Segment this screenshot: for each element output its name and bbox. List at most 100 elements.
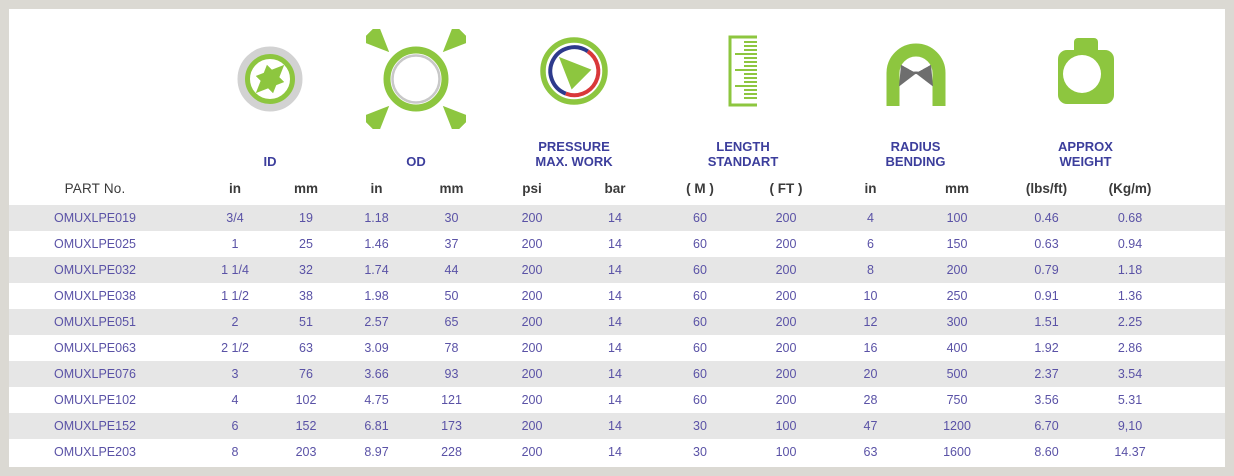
value-cell: 3.66 (364, 367, 389, 381)
value-cell: 14 (608, 289, 622, 303)
value-cell: 100 (775, 445, 797, 459)
value-cell: 4 (867, 211, 874, 225)
outer-diameter-icon (366, 9, 466, 154)
value-cell: 60 (693, 367, 707, 381)
table-row: OMUXLPE032 1 1/4 32 1.74 44 200 14 60 200 8 200 0.7… (9, 257, 1225, 283)
value-cell: 2 (231, 315, 239, 329)
value-cell: 14 (608, 263, 622, 277)
value-cell: 1.36 (1117, 289, 1143, 303)
value-cell: 200 (521, 367, 543, 381)
value-cell: 200 (521, 315, 543, 329)
part-no-cell: OMUXLPE019 (54, 211, 136, 225)
value-cell: 4 (231, 393, 239, 407)
value-cell: 8 (867, 263, 874, 277)
part-no-cell: OMUXLPE032 (54, 263, 136, 277)
value-cell: 200 (775, 237, 797, 251)
value-cell: 0.46 (1034, 211, 1059, 225)
value-cell: 6 (867, 237, 874, 251)
part-no-cell: OMUXLPE152 (54, 419, 136, 433)
value-cell: 0.94 (1117, 237, 1143, 251)
value-cell: 200 (521, 419, 543, 433)
units-header-row: in mm in mm psi bar ( M ) ( FT ) in mm (… (9, 171, 1225, 205)
value-cell: 78 (444, 341, 459, 355)
radius-group-label: RADIUS BENDING (885, 139, 946, 169)
pressure-gauge-icon (538, 9, 610, 139)
value-cell: 200 (521, 393, 543, 407)
value-cell: 9,10 (1117, 419, 1143, 433)
value-cell: 10 (863, 289, 878, 303)
value-cell: 300 (946, 315, 968, 329)
value-cell: 2 1/2 (221, 341, 249, 355)
value-cell: 3.09 (364, 341, 389, 355)
bend-radius-icon (883, 9, 949, 139)
value-cell: 14 (608, 211, 622, 225)
value-cell: 14 (608, 445, 622, 459)
value-cell: 37 (444, 237, 459, 251)
value-cell: 500 (946, 367, 968, 381)
value-cell: 1200 (943, 419, 971, 433)
value-cell: 2.37 (1034, 367, 1059, 381)
table-row: OMUXLPE152 6 152 6.81 173 200 14 30 100 47 1200 6.7… (9, 413, 1225, 439)
table-row: OMUXLPE102 4 102 4.75 121 200 14 60 200 28 750 3.56… (9, 387, 1225, 413)
value-cell: 100 (946, 211, 968, 225)
value-cell: 14 (608, 419, 622, 433)
value-cell: 3 (231, 367, 239, 381)
table-row: OMUXLPE063 2 1/2 63 3.09 78 200 14 60 200 16 400 1.… (9, 335, 1225, 361)
unit-header: (lbs/ft) (1025, 180, 1068, 196)
part-no-cell: OMUXLPE025 (54, 237, 136, 251)
part-no-cell: OMUXLPE203 (54, 445, 136, 459)
value-cell: 14 (608, 393, 622, 407)
value-cell: 60 (693, 237, 707, 251)
value-cell: 3.54 (1117, 367, 1143, 381)
value-cell: 1.46 (364, 237, 389, 251)
value-cell: 100 (775, 419, 797, 433)
value-cell: 0.63 (1034, 237, 1059, 251)
id-group-label: ID (263, 154, 277, 169)
value-cell: 200 (775, 263, 797, 277)
value-cell: 1 (231, 237, 239, 251)
value-cell: 44 (444, 263, 459, 277)
icon-header-row: PART No. ID (9, 9, 1225, 196)
value-cell: 60 (693, 393, 707, 407)
value-cell: 200 (775, 393, 797, 407)
value-cell: 2.86 (1117, 341, 1143, 355)
unit-header: in (370, 180, 383, 196)
value-cell: 6 (231, 419, 239, 433)
unit-header: bar (604, 180, 626, 196)
value-cell: 1.51 (1034, 315, 1059, 329)
value-cell: 3/4 (226, 211, 244, 225)
value-cell: 6.81 (364, 419, 389, 433)
value-cell: 1 1/2 (221, 289, 249, 303)
value-cell: 14 (608, 367, 622, 381)
unit-header: (Kg/m) (1108, 180, 1152, 196)
value-cell: 76 (299, 367, 313, 381)
value-cell: 50 (444, 289, 459, 303)
value-cell: 14.37 (1114, 445, 1146, 459)
unit-header: mm (293, 180, 318, 196)
length-group-label: LENGTH STANDART (707, 139, 779, 169)
value-cell: 30 (444, 211, 459, 225)
unit-header: in (229, 180, 241, 196)
value-cell: 2.25 (1117, 315, 1143, 329)
value-cell: 228 (441, 445, 462, 459)
value-cell: 150 (946, 237, 968, 251)
ruler-icon (726, 9, 760, 139)
table-body: OMUXLPE019 3/4 19 1.18 30 200 14 60 200 4 100 0.46 0… (9, 205, 1225, 465)
value-cell: 200 (521, 237, 543, 251)
value-cell: 1.18 (364, 211, 389, 225)
od-group-label: OD (406, 154, 426, 169)
table-row: OMUXLPE038 1 1/2 38 1.98 50 200 14 60 200 10 250 0.… (9, 283, 1225, 309)
value-cell: 8 (231, 445, 239, 459)
value-cell: 200 (775, 367, 797, 381)
table-row: OMUXLPE076 3 76 3.66 93 200 14 60 200 20 500 2.37 3.… (9, 361, 1225, 387)
unit-header: mm (439, 180, 464, 196)
value-cell: 16 (863, 341, 878, 355)
part-no-cell: OMUXLPE102 (54, 393, 136, 407)
value-cell: 32 (299, 263, 313, 277)
value-cell: 8.97 (364, 445, 389, 459)
value-cell: 8.60 (1034, 445, 1059, 459)
value-cell: 102 (295, 393, 317, 407)
value-cell: 200 (775, 289, 797, 303)
hose-spec-table: PART No. ID (9, 9, 1225, 465)
value-cell: 14 (608, 315, 622, 329)
